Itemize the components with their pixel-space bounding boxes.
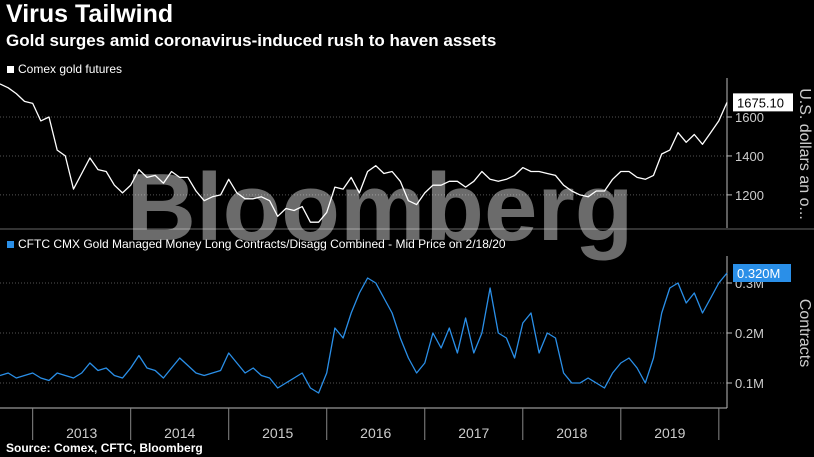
cftc-axis-title: Contracts	[796, 299, 813, 367]
source-note: Source: Comex, CFTC, Bloomberg	[6, 441, 203, 455]
chart-title: Virus Tailwind	[6, 0, 174, 28]
legend-gold-label: Comex gold futures	[18, 62, 123, 76]
gold-axis-title: U.S. dollars an o...	[796, 88, 813, 220]
x-tick-label: 2018	[556, 425, 587, 441]
legend-cftc: CFTC CMX Gold Managed Money Long Contrac…	[7, 237, 506, 251]
cftc-series-line	[0, 272, 728, 394]
gold-series-line	[0, 83, 728, 223]
gold-y-tick-label: 1400	[735, 149, 764, 164]
gold-y-tick-label: 1600	[735, 110, 764, 125]
cftc-last-value-box	[733, 264, 791, 282]
x-tick-label: 2013	[66, 425, 97, 441]
cftc-last-value-label: 0.320M	[737, 266, 780, 281]
cftc-y-tick-label: 0.2M	[735, 326, 764, 341]
gold-y-tick-label: 1200	[735, 188, 764, 203]
x-tick-label: 2019	[654, 425, 685, 441]
gold-last-value-box	[733, 93, 793, 112]
legend-gold-swatch	[7, 65, 14, 73]
legend-gold: Comex gold futures	[7, 62, 122, 76]
chart-subtitle: Gold surges amid coronavirus-induced rus…	[6, 31, 497, 50]
legend-cftc-swatch	[7, 240, 14, 248]
x-tick-label: 2017	[458, 425, 489, 441]
x-tick-label: 2014	[164, 425, 195, 441]
bloomberg-watermark: Bloomberg	[127, 154, 634, 261]
gold-last-value-label: 1675.10	[737, 95, 784, 110]
x-tick-label: 2016	[360, 425, 391, 441]
cftc-y-tick-label: 0.1M	[735, 376, 764, 391]
legend-cftc-label: CFTC CMX Gold Managed Money Long Contrac…	[18, 237, 506, 251]
x-tick-label: 2015	[262, 425, 293, 441]
